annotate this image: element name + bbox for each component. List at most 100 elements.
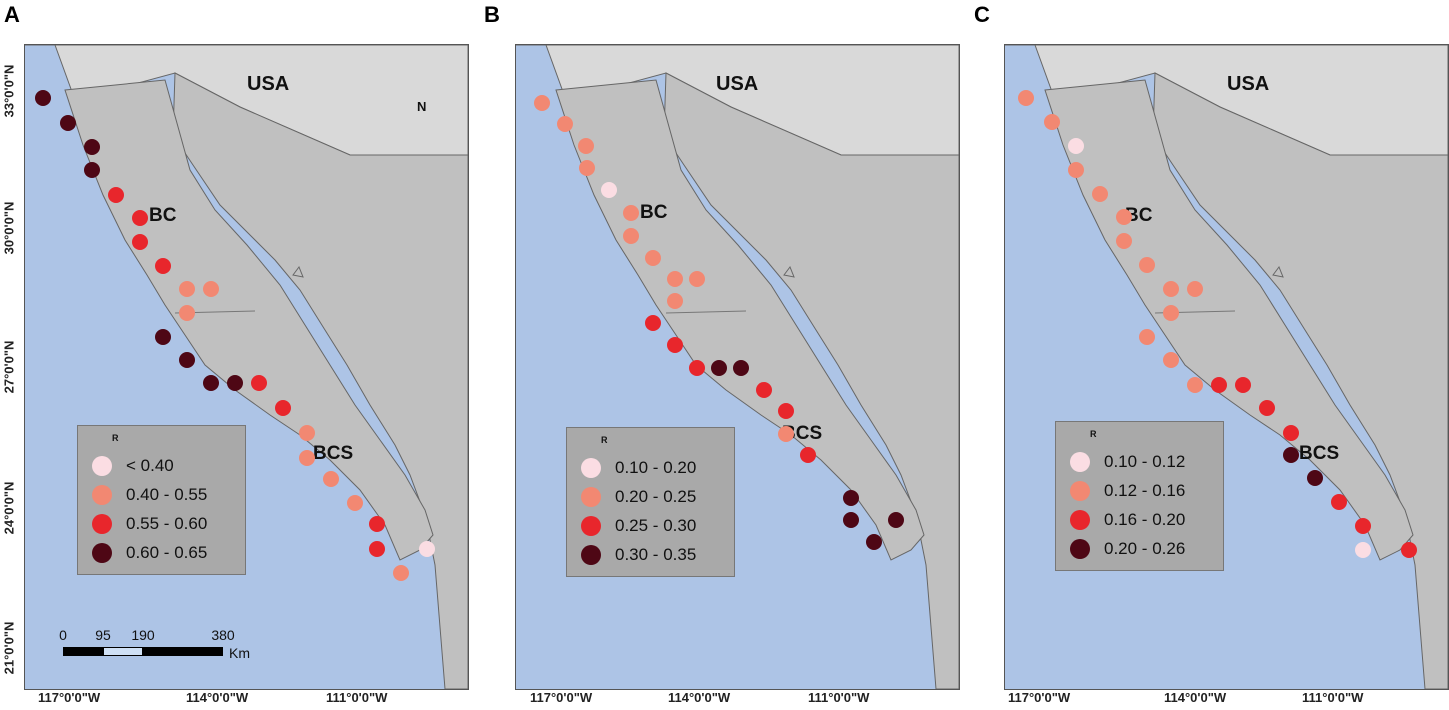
map-base-b bbox=[516, 45, 959, 689]
site-marker bbox=[84, 139, 100, 155]
site-marker bbox=[1139, 257, 1155, 273]
site-marker bbox=[108, 187, 124, 203]
site-marker bbox=[60, 115, 76, 131]
legend-swatch bbox=[1070, 510, 1090, 530]
site-marker bbox=[203, 281, 219, 297]
site-marker bbox=[132, 210, 148, 226]
legend-label: 0.16 - 0.20 bbox=[1104, 510, 1186, 529]
site-marker bbox=[778, 426, 794, 442]
legend-label: 0.20 - 0.25 bbox=[615, 487, 697, 506]
scale-unit: Km bbox=[229, 645, 250, 661]
site-marker bbox=[843, 512, 859, 528]
sonora-mainland bbox=[172, 72, 468, 689]
legend-swatch bbox=[1070, 481, 1090, 501]
lon-label-111-b: 111°0'0"W bbox=[808, 690, 870, 705]
scale-segment bbox=[103, 647, 143, 656]
sonora-mainland bbox=[1152, 72, 1448, 689]
site-marker bbox=[667, 337, 683, 353]
legend-label: 0.20 - 0.26 bbox=[1104, 539, 1186, 558]
site-marker bbox=[778, 403, 794, 419]
lat-label-33: 33°0'0"N bbox=[1, 64, 17, 118]
lon-label-117-a: 117°0'0"W bbox=[38, 690, 101, 705]
lon-label-111-a: 111°0'0"W bbox=[326, 690, 388, 705]
site-marker bbox=[275, 400, 291, 416]
site-marker bbox=[756, 382, 772, 398]
site-marker bbox=[689, 360, 705, 376]
site-marker bbox=[623, 205, 639, 221]
site-marker bbox=[1283, 425, 1299, 441]
sonora-mainland bbox=[663, 72, 959, 689]
scale-bar: 0 95 190 380 Km bbox=[59, 627, 291, 661]
country-label-usa: USA bbox=[716, 73, 759, 95]
site-marker bbox=[667, 271, 683, 287]
legend-title: R bbox=[1090, 429, 1097, 439]
site-marker bbox=[251, 375, 267, 391]
legend-c: R 0.10 - 0.12 0.12 - 0.16 0.16 - 0.20 0.… bbox=[1055, 421, 1224, 571]
legend-title: R bbox=[601, 435, 608, 445]
site-marker bbox=[1116, 209, 1132, 225]
site-marker bbox=[393, 565, 409, 581]
legend-label: 0.30 - 0.35 bbox=[615, 545, 697, 564]
lat-label-30: 30°0'0"N bbox=[1, 201, 17, 255]
lat-label-27: 27°0'0"N bbox=[1, 340, 17, 394]
legend-item: 0.20 - 0.26 bbox=[1070, 536, 1185, 562]
site-marker bbox=[369, 516, 385, 532]
legend-swatch bbox=[92, 514, 112, 534]
site-marker bbox=[1187, 377, 1203, 393]
legend-b: R 0.10 - 0.20 0.20 - 0.25 0.25 - 0.30 0.… bbox=[566, 427, 735, 577]
legend-swatch bbox=[1070, 539, 1090, 559]
legend-swatch bbox=[581, 487, 601, 507]
site-marker bbox=[1068, 162, 1084, 178]
gulf-island bbox=[783, 265, 795, 278]
site-marker bbox=[733, 360, 749, 376]
map-panel-b: USA BC BCS R 0.10 - 0.20 0.20 - 0.25 0.2… bbox=[515, 44, 960, 690]
site-marker bbox=[1163, 305, 1179, 321]
lon-label-114-a: 114°0'0"W bbox=[186, 690, 249, 705]
site-marker bbox=[155, 258, 171, 274]
site-marker bbox=[645, 315, 661, 331]
site-marker bbox=[1331, 494, 1347, 510]
site-marker bbox=[369, 541, 385, 557]
legend-a: R < 0.40 0.40 - 0.55 0.55 - 0.60 0.60 - … bbox=[77, 425, 246, 575]
map-base-c bbox=[1005, 45, 1448, 689]
site-marker bbox=[1283, 447, 1299, 463]
legend-item: 0.55 - 0.60 bbox=[92, 511, 207, 537]
site-marker bbox=[1211, 377, 1227, 393]
site-marker bbox=[323, 471, 339, 487]
site-marker bbox=[623, 228, 639, 244]
site-marker bbox=[1163, 281, 1179, 297]
site-marker bbox=[1235, 377, 1251, 393]
state-label-bc: BC bbox=[1125, 205, 1153, 226]
state-border bbox=[665, 310, 747, 314]
state-label-bc: BC bbox=[640, 202, 668, 223]
lon-label-111-c: 111°0'0"W bbox=[1302, 690, 1364, 705]
site-marker bbox=[299, 450, 315, 466]
legend-swatch bbox=[581, 458, 601, 478]
legend-label: 0.12 - 0.16 bbox=[1104, 481, 1186, 500]
legend-swatch bbox=[581, 545, 601, 565]
site-marker bbox=[1259, 400, 1275, 416]
site-marker bbox=[557, 116, 573, 132]
baja-peninsula bbox=[1044, 79, 1414, 561]
lon-label-114-b: 114°0'0"W bbox=[668, 690, 731, 705]
scale-tick-label: 0 bbox=[59, 627, 67, 643]
legend-label: 0.60 - 0.65 bbox=[126, 543, 208, 562]
site-marker bbox=[1401, 542, 1417, 558]
site-marker bbox=[179, 281, 195, 297]
panel-letter-a: A bbox=[4, 2, 20, 27]
legend-swatch bbox=[92, 543, 112, 563]
state-label-bcs: BCS bbox=[1299, 443, 1340, 464]
site-marker bbox=[347, 495, 363, 511]
site-marker bbox=[711, 360, 727, 376]
state-label-bcs: BCS bbox=[313, 443, 354, 464]
north-arrow-icon bbox=[408, 99, 469, 690]
site-marker bbox=[179, 305, 195, 321]
state-label-bc: BC bbox=[149, 205, 177, 226]
legend-item: < 0.40 bbox=[92, 453, 174, 479]
gulf-island bbox=[1272, 265, 1284, 278]
scale-segment bbox=[63, 647, 103, 656]
scale-tick-label: 95 bbox=[95, 627, 111, 643]
lat-label-24: 24°0'0"N bbox=[1, 481, 17, 535]
site-marker bbox=[689, 271, 705, 287]
lon-label-117-c: 117°0'0"W bbox=[1008, 690, 1071, 705]
